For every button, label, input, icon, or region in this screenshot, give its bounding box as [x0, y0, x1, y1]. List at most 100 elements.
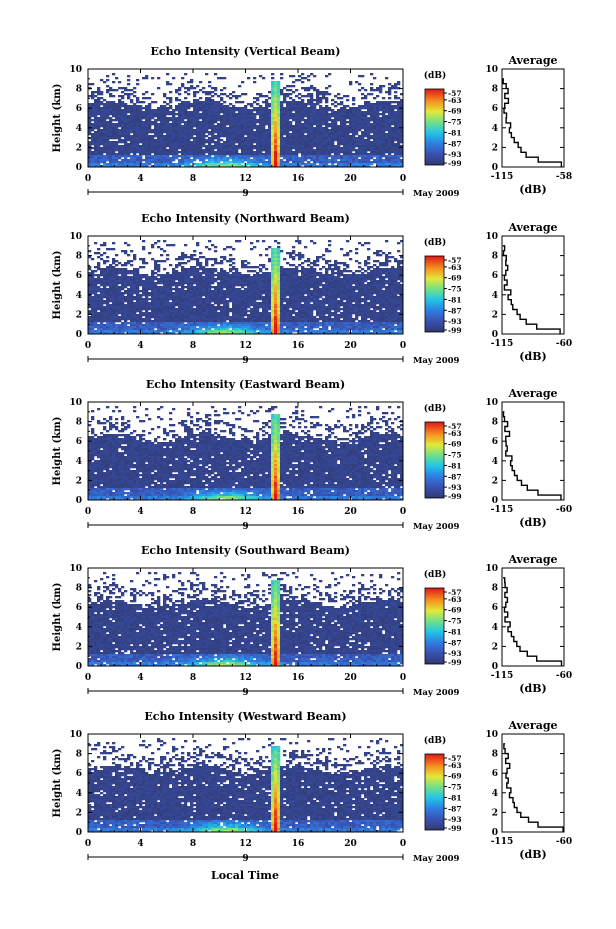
- x-tick-label: 8: [190, 174, 196, 184]
- avg-x-tick-label: -115: [491, 671, 514, 681]
- colorbar-tick-label: -75: [448, 118, 462, 127]
- y-axis-label: Height (km): [52, 84, 63, 153]
- avg-y-tick-label: 0: [492, 163, 498, 173]
- x-tick-label: 0: [400, 341, 406, 351]
- average-frame: [501, 567, 565, 667]
- colorbar-tick-label: -69: [448, 440, 462, 449]
- heatmap-field: [88, 240, 404, 335]
- y-tick-label: 6: [76, 769, 82, 779]
- y-tick-label: 2: [76, 642, 82, 652]
- x-tick-label: 20: [344, 673, 357, 683]
- y-tick-label: 10: [69, 564, 82, 574]
- colorbar-tick-label: -75: [448, 451, 462, 460]
- avg-y-tick-label: 4: [492, 623, 498, 633]
- y-tick-label: 2: [76, 143, 82, 153]
- colorbar-tick-label: -93: [448, 815, 462, 824]
- y-tick-label: 10: [69, 65, 82, 75]
- y-tick-label: 4: [76, 124, 82, 134]
- avg-y-tick-label: 6: [492, 603, 498, 613]
- y-axis-label: Height (km): [52, 583, 63, 652]
- avg-y-tick-label: 8: [492, 584, 498, 594]
- y-tick-label: 6: [76, 603, 82, 613]
- avg-x-tick-label: -115: [491, 339, 514, 349]
- colorbar-tick-label: -87: [448, 139, 462, 148]
- panel-5: Echo Intensity (Westward Beam) 0 2 4 6 8 10 0 4 8…: [52, 710, 572, 864]
- y-tick-label: 8: [76, 85, 82, 95]
- average-frame: [501, 401, 565, 501]
- average-profile-line: [503, 577, 563, 666]
- avg-y-tick-label: 8: [492, 85, 498, 95]
- y-tick-label: 0: [76, 163, 82, 173]
- avg-y-tick-label: 8: [492, 252, 498, 262]
- x-tick-label: 16: [292, 341, 305, 351]
- avg-y-tick-label: 2: [492, 476, 498, 486]
- avg-x-tick-label: -60: [556, 505, 572, 515]
- colorbar-tick-label: -63: [448, 263, 462, 272]
- colorbar-tick-label: -75: [448, 285, 462, 294]
- heatmap-field: [88, 406, 404, 501]
- colorbar-unit: (dB): [424, 403, 446, 414]
- x-tick-label: 12: [239, 341, 252, 351]
- avg-y-tick-label: 10: [485, 564, 498, 574]
- colorbar-tick-label: -63: [448, 761, 462, 770]
- heatmap-field: [88, 738, 404, 833]
- colorbar-tick-label: -57: [448, 422, 462, 431]
- avg-y-tick-label: 2: [492, 642, 498, 652]
- y-tick-label: 2: [76, 476, 82, 486]
- day-label: 9: [242, 522, 248, 532]
- x-tick-label: 4: [137, 341, 143, 351]
- colorbar-tick-label: -87: [448, 638, 462, 647]
- colorbar-tick-label: -99: [448, 326, 462, 335]
- colorbar: [424, 421, 445, 499]
- colorbar-tick-label: -63: [448, 96, 462, 105]
- colorbar-tick-label: -93: [448, 150, 462, 159]
- colorbar-tick-label: -93: [448, 483, 462, 492]
- avg-y-tick-label: 10: [485, 65, 498, 75]
- y-axis-label: Height (km): [52, 417, 63, 486]
- avg-x-tick-label: -58: [556, 172, 572, 182]
- x-tick-label: 0: [400, 839, 406, 849]
- avg-x-label: (dB): [519, 350, 546, 363]
- colorbar-tick-label: -87: [448, 306, 462, 315]
- average-profile: Average 0 2 4 6 8 10 -115 -60 (dB): [485, 719, 572, 861]
- colorbar-tick-label: -93: [448, 317, 462, 326]
- colorbar-tick-label: -57: [448, 588, 462, 597]
- average-title: Average: [507, 221, 557, 234]
- x-tick-label: 0: [85, 507, 91, 517]
- avg-y-tick-label: 2: [492, 310, 498, 320]
- x-tick-label: 8: [190, 673, 196, 683]
- panel-1: Echo Intensity (Vertical Beam) 0 2 4 6 8 10 0 4 8…: [52, 45, 572, 199]
- colorbar-tick-label: -99: [448, 824, 462, 833]
- y-tick-label: 6: [76, 271, 82, 281]
- x-tick-label: 8: [190, 839, 196, 849]
- avg-x-label: (dB): [519, 183, 546, 196]
- colorbar-tick-label: -75: [448, 783, 462, 792]
- colorbar: [424, 88, 445, 166]
- y-tick-label: 8: [76, 584, 82, 594]
- x-tick-label: 12: [239, 839, 252, 849]
- y-tick-label: 10: [69, 398, 82, 408]
- y-tick-label: 10: [69, 730, 82, 740]
- average-profile-line: [503, 743, 564, 832]
- average-title: Average: [507, 553, 557, 566]
- y-axis-label: Height (km): [52, 749, 63, 818]
- colorbar-tick-label: -63: [448, 429, 462, 438]
- x-tick-label: 0: [85, 341, 91, 351]
- y-tick-label: 8: [76, 252, 82, 262]
- colorbar-tick-label: -69: [448, 274, 462, 283]
- avg-x-tick-label: -60: [556, 671, 572, 681]
- colorbar-tick-label: -81: [448, 461, 462, 470]
- y-tick-label: 2: [76, 310, 82, 320]
- x-tick-label: 4: [137, 673, 143, 683]
- x-tick-label: 12: [239, 673, 252, 683]
- x-tick-label: 20: [344, 174, 357, 184]
- average-title: Average: [507, 387, 557, 400]
- y-tick-label: 0: [76, 662, 82, 672]
- colorbar-tick-label: -99: [448, 492, 462, 501]
- x-tick-label: 20: [344, 341, 357, 351]
- day-label: 9: [242, 356, 248, 366]
- y-tick-label: 6: [76, 437, 82, 447]
- y-tick-label: 0: [76, 330, 82, 340]
- y-tick-label: 4: [76, 789, 82, 799]
- colorbar-unit: (dB): [424, 569, 446, 580]
